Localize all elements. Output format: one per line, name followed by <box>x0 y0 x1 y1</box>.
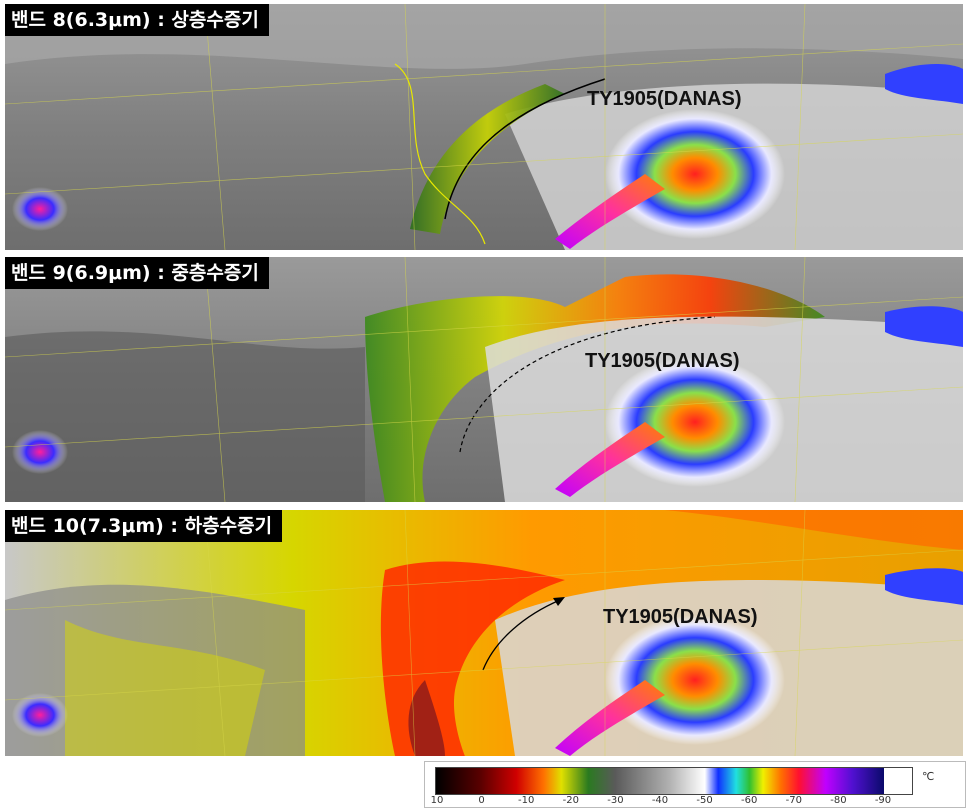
colorbar-ticks: 10 0 -10 -20 -30 -40 -50 -60 -70 -80 -90 <box>425 795 965 807</box>
colorbar-tick-label: 10 <box>430 795 444 806</box>
colorbar-tick-label: -10 <box>518 795 535 806</box>
satellite-panel-band8: 밴드 8(6.3μm) : 상층수증기 TY1905(DANAS) <box>5 4 963 250</box>
typhoon-label: TY1905(DANAS) <box>585 350 740 372</box>
colorbar-ramp <box>435 767 885 795</box>
band8-imagery <box>5 4 963 250</box>
band8-label: 밴드 8(6.3μm) : 상층수증기 <box>5 4 269 36</box>
band9-label: 밴드 9(6.9μm) : 중층수증기 <box>5 257 269 289</box>
band9-imagery <box>5 257 963 502</box>
colorbar-tick-label: -50 <box>696 795 713 806</box>
colorbar-tick-label: -90 <box>874 795 892 806</box>
typhoon-label: TY1905(DANAS) <box>587 88 742 110</box>
band10-label: 밴드 10(7.3μm) : 하층수증기 <box>5 510 283 542</box>
colorbar-unit: ℃ <box>922 771 935 783</box>
band10-imagery <box>5 510 963 756</box>
colorbar-tick-label: -20 <box>562 795 579 806</box>
colorbar-tick-label: -30 <box>607 795 624 806</box>
satellite-panel-band10: 밴드 10(7.3μm) : 하층수증기 TY1905(DANAS) <box>5 510 963 756</box>
satellite-panel-band9: 밴드 9(6.9μm) : 중층수증기 TY1905(DANAS) <box>5 257 963 502</box>
colorbar-white-segment <box>884 767 913 795</box>
colorbar-tick-label: -40 <box>651 795 669 806</box>
colorbar-tick-label: -60 <box>741 795 758 806</box>
colorbar-tick-label: -80 <box>830 795 847 806</box>
colorbar-tick-label: -70 <box>785 795 802 806</box>
typhoon-label: TY1905(DANAS) <box>603 606 758 628</box>
temperature-colorbar: ℃ 10 0 -10 -20 -30 -40 -50 -60 -70 -80 -90 <box>424 761 966 808</box>
colorbar-tick-label: 0 <box>478 795 485 806</box>
